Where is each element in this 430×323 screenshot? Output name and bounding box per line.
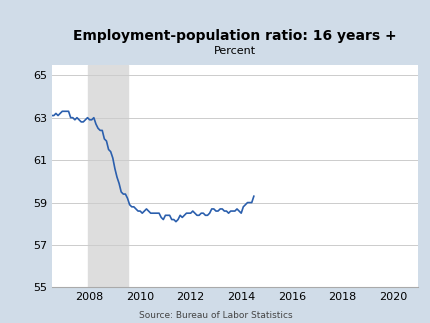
Text: Percent: Percent: [213, 46, 255, 56]
Title: Employment-population ratio: 16 years +: Employment-population ratio: 16 years +: [73, 29, 396, 43]
Text: Source: Bureau of Labor Statistics: Source: Bureau of Labor Statistics: [138, 311, 292, 320]
Bar: [87, 65, 127, 287]
